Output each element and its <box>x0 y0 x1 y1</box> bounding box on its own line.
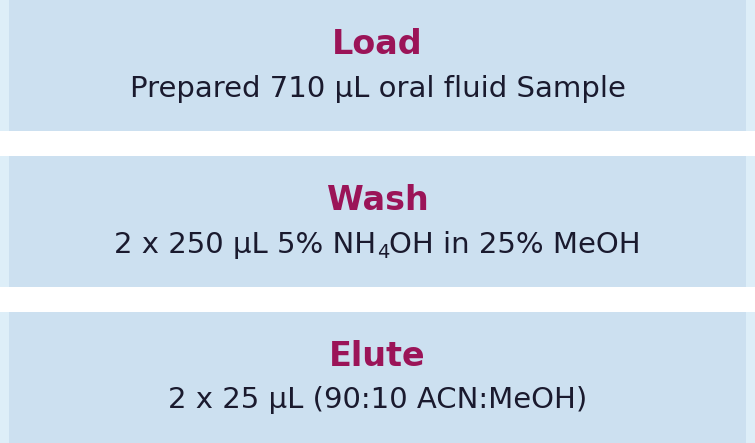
Text: Wash: Wash <box>327 184 428 217</box>
Bar <box>9 311 746 443</box>
Text: 2 x 250 μL 5% NH: 2 x 250 μL 5% NH <box>115 230 377 259</box>
Text: OH in 25% MeOH: OH in 25% MeOH <box>389 230 640 259</box>
Bar <box>9 156 746 287</box>
Text: Prepared 710 μL oral fluid Sample: Prepared 710 μL oral fluid Sample <box>130 75 625 103</box>
Bar <box>0 132 755 156</box>
Text: 4: 4 <box>377 243 389 262</box>
Text: Elute: Elute <box>329 339 426 373</box>
Bar <box>9 0 746 132</box>
Text: Load: Load <box>332 28 423 61</box>
Bar <box>0 287 755 311</box>
Text: 2 x 25 μL (90:10 ACN:MeOH): 2 x 25 μL (90:10 ACN:MeOH) <box>168 386 587 414</box>
